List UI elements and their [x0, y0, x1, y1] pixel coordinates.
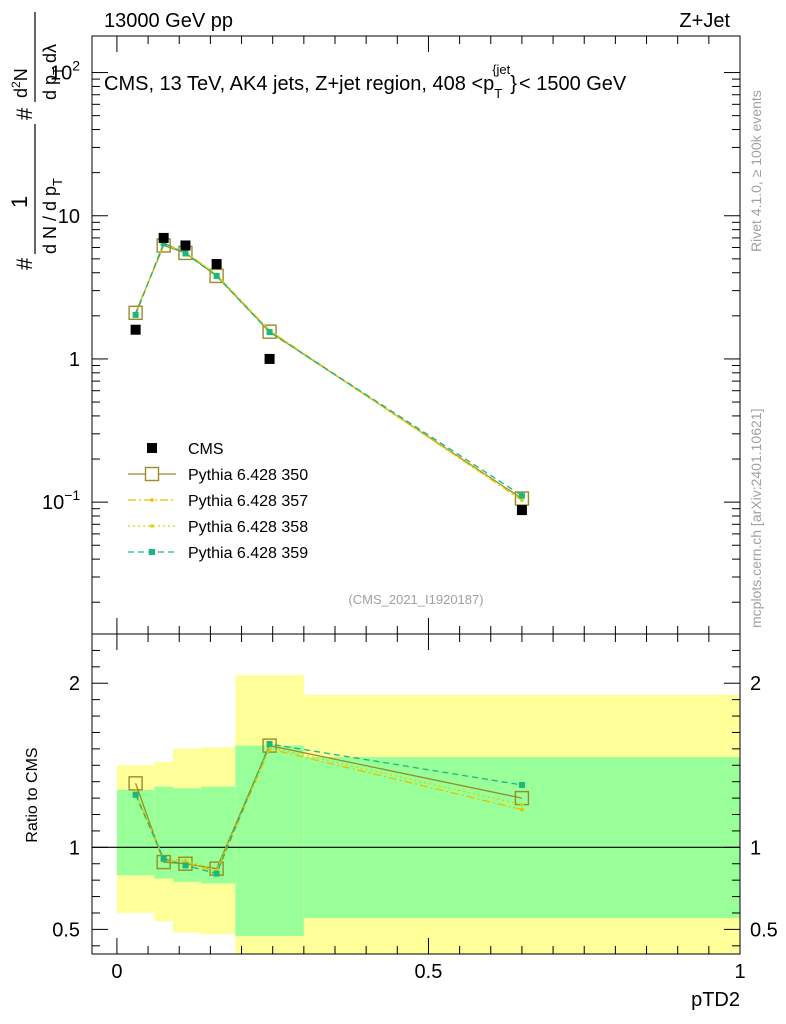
- svg-text:#: #: [12, 107, 37, 120]
- ratio-mc-marker: [183, 858, 188, 863]
- ratio-mc-marker: [160, 855, 167, 862]
- main-ytick-label: 1: [69, 349, 80, 371]
- main-mc-marker: [262, 324, 277, 339]
- main-mc-marker: [128, 305, 143, 321]
- header-left: 13000 GeV pp: [104, 10, 233, 32]
- ratio-mc-marker: [213, 870, 220, 877]
- main-mc-marker: [266, 329, 273, 336]
- x-axis-label: pTD2: [691, 989, 740, 1011]
- ratio-mc-marker: [520, 802, 524, 807]
- ratio-mc-marker: [518, 781, 525, 788]
- main-data-point: [211, 259, 222, 270]
- main-mc-marker: [213, 272, 220, 279]
- legend-label: Pythia 6.428 359: [188, 545, 308, 562]
- legend-label: Pythia 6.428 350: [188, 467, 308, 484]
- svg-text:d pTdλ: d pTdλ: [40, 44, 65, 100]
- main-ytick-label: 10: [58, 206, 80, 228]
- main-plot-title: CMS, 13 TeV, AK4 jets, Z+jet region, 408…: [104, 62, 627, 101]
- ytick-base: 10: [42, 492, 64, 514]
- analysis-watermark: (CMS_2021_I1920187): [348, 592, 483, 607]
- ratio-green-band: [303, 757, 740, 918]
- ytick-base: 10: [50, 63, 72, 85]
- ratio-ytick-label-left: 0.5: [52, 919, 80, 941]
- x-tick-label: 0: [111, 961, 122, 983]
- ratio-y-axis-label: Ratio to CMS: [24, 747, 41, 842]
- main-data-point: [180, 240, 191, 251]
- ytick-exponent: −1: [64, 487, 80, 503]
- legend-label: CMS: [188, 441, 224, 458]
- main-mc-marker: [132, 311, 139, 318]
- ratio-series-line: [135, 748, 523, 873]
- ratio-mc-marker: [132, 791, 139, 798]
- x-tick-label: 0.5: [415, 961, 443, 983]
- main-series-line: [135, 242, 523, 501]
- main-mc-marker: [518, 492, 525, 499]
- main-mc-marker: [209, 268, 224, 284]
- legend-label: Pythia 6.428 357: [188, 493, 308, 510]
- mcplots-label: mcplots.cern.ch [arXiv:2401.10621]: [748, 409, 764, 628]
- main-y-axis-label: # 1 d N / d pT # d2N d pTdλ: [7, 12, 65, 270]
- main-series-group: [128, 232, 530, 516]
- legend: CMS Pythia 6.428 350 Pythia 6.428 357 Pythi…: [128, 441, 308, 562]
- x-tick-label: 1: [734, 961, 745, 983]
- ratio-ytick-label-right: 2: [750, 673, 761, 695]
- main-series-line: [135, 242, 523, 497]
- main-ytick-label: 102: [50, 58, 80, 85]
- ratio-green-band: [235, 745, 304, 936]
- header-right: Z+Jet: [679, 10, 730, 32]
- legend-label: Pythia 6.428 358: [188, 519, 308, 536]
- main-mc-marker: [514, 491, 530, 506]
- main-data-point: [158, 232, 169, 243]
- ratio-green-band: [116, 789, 155, 876]
- legend-marker: [150, 524, 154, 528]
- legend-marker: [150, 498, 154, 502]
- ratio-uncertainty-bands: [116, 675, 740, 954]
- main-mc-marker: [160, 240, 167, 247]
- legend-marker: [144, 466, 160, 482]
- main-data-point: [264, 353, 275, 364]
- ratio-mc-marker: [182, 862, 189, 869]
- svg-text:1: 1: [7, 196, 32, 208]
- ratio-mc-marker: [266, 740, 273, 747]
- rivet-version-label: Rivet 4.1.0, ≥ 100k events: [748, 90, 764, 252]
- svg-text:d N / d pT: d N / d pT: [40, 178, 65, 254]
- ratio-series-line: [135, 746, 523, 872]
- ytick-exponent: 2: [72, 58, 80, 74]
- ratio-plot-frame: [91, 633, 741, 955]
- main-data-point: [130, 324, 141, 335]
- main-axis-ticks: [92, 36, 741, 634]
- main-ytick-label: 10−1: [42, 487, 80, 514]
- ratio-ytick-label-right: 1: [750, 837, 761, 859]
- ratio-series-group: [128, 738, 530, 877]
- main-mc-marker: [182, 250, 189, 257]
- main-mc-marker: [520, 497, 524, 502]
- ratio-mc-marker: [156, 854, 171, 870]
- ratio-axis-ticks: 0.5 0.51 12 20 0.5 1: [52, 633, 778, 983]
- svg-text:#: #: [12, 257, 37, 270]
- ratio-ytick-label-right: 0.5: [750, 919, 778, 941]
- ratio-mc-marker: [520, 807, 524, 812]
- ratio-ytick-label-left: 2: [69, 673, 80, 695]
- svg-text:d2N: d2N: [9, 68, 31, 98]
- legend-marker: [149, 549, 155, 555]
- legend-marker-cms: [147, 443, 157, 453]
- main-data-point: [516, 505, 527, 516]
- ratio-ytick-label-left: 1: [69, 837, 80, 859]
